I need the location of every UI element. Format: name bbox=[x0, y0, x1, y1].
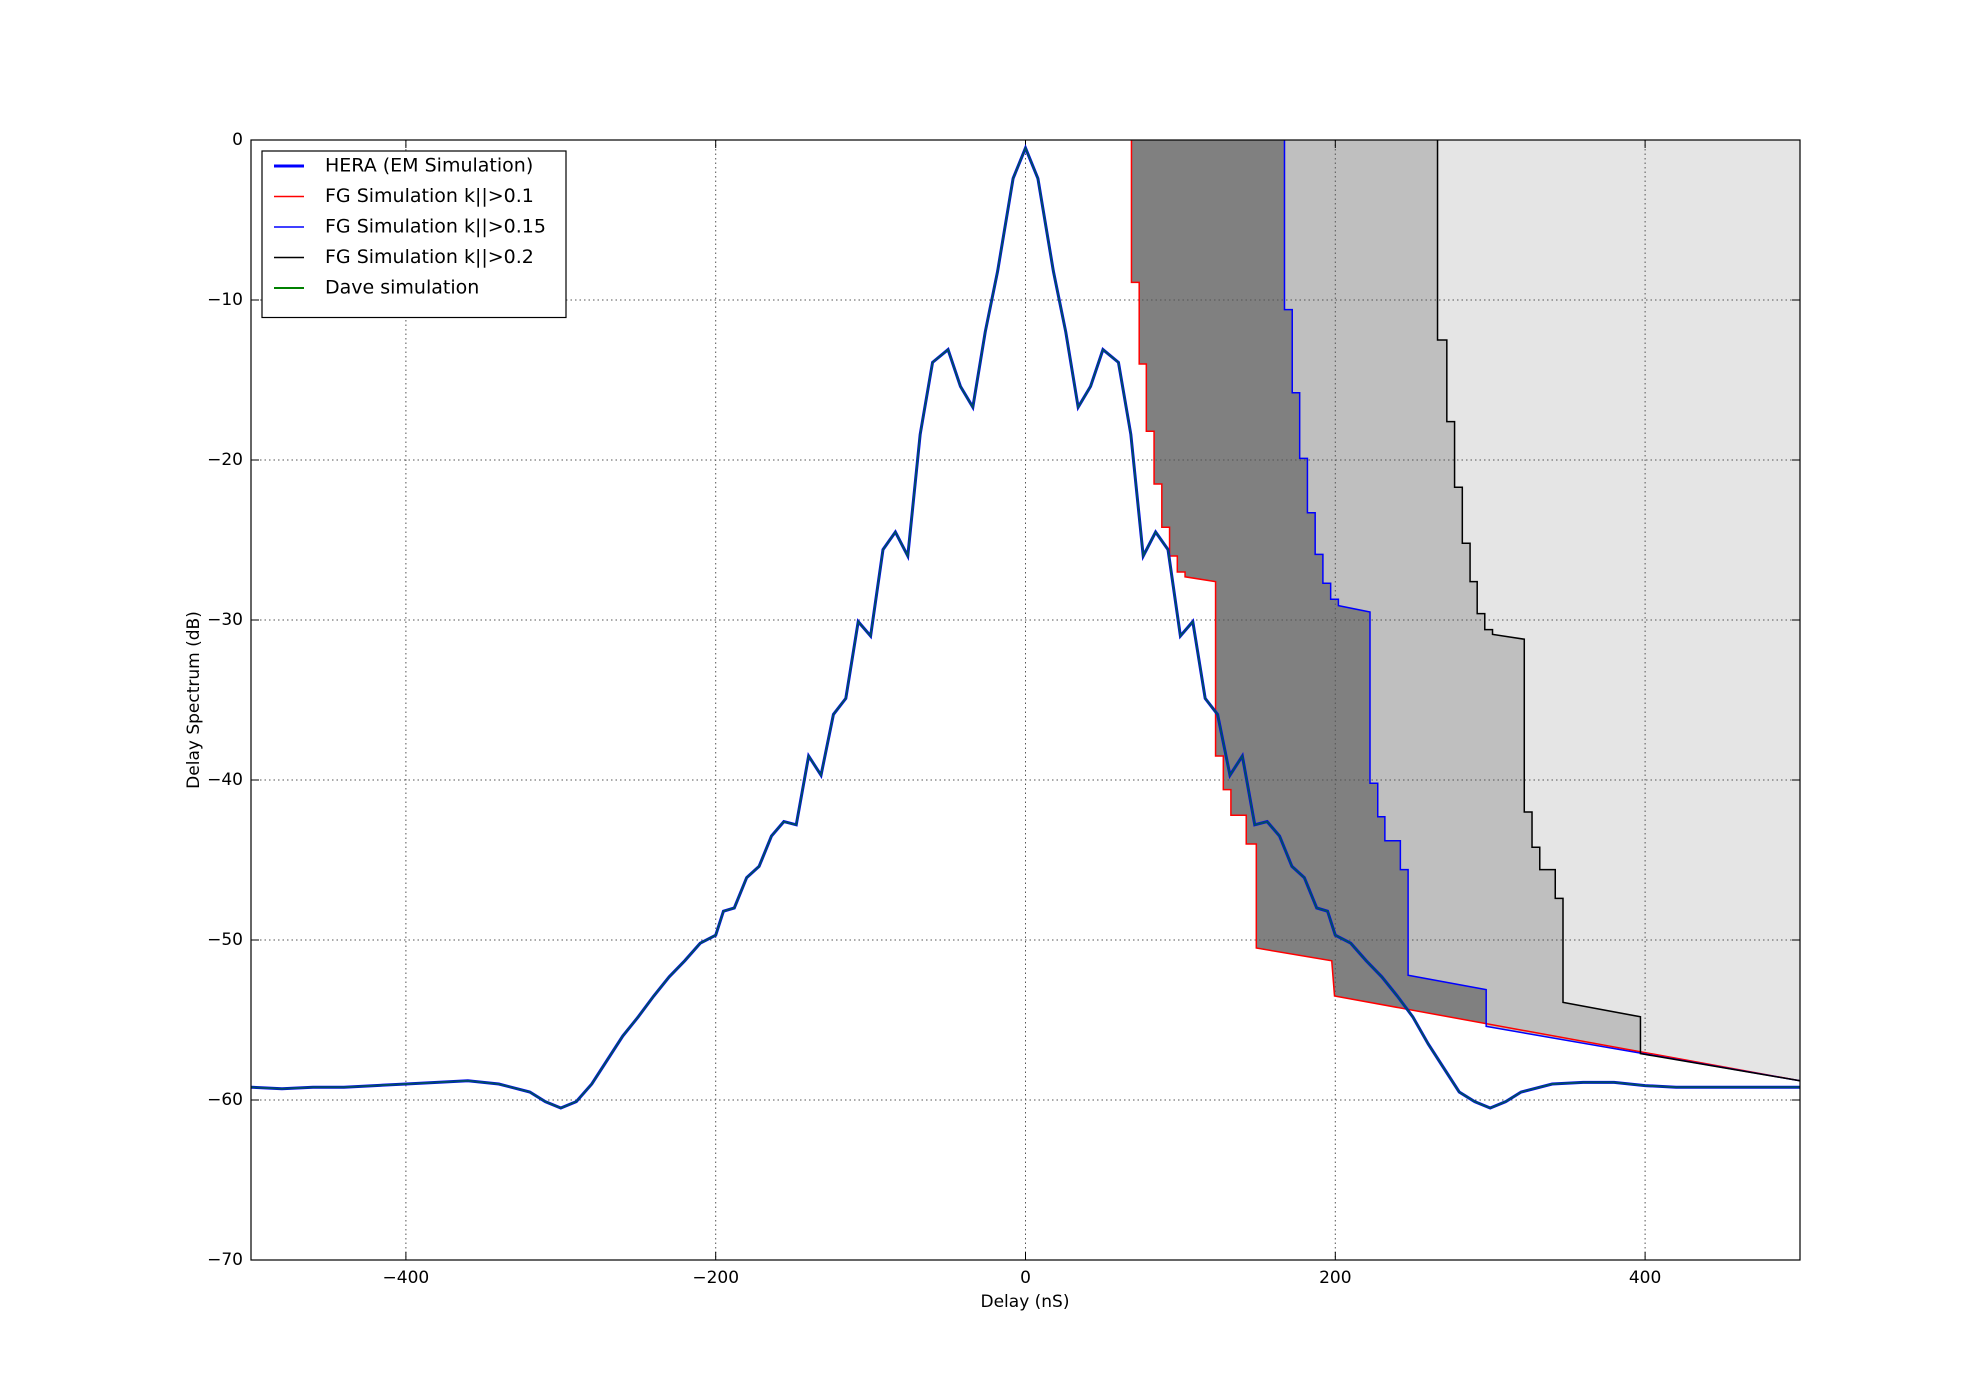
plot-frame bbox=[250, 139, 1801, 1261]
plot-area bbox=[250, 139, 1801, 1261]
y-tick-label: −30 bbox=[207, 610, 243, 630]
y-axis-label: Delay Spectrum (dB) bbox=[184, 611, 204, 789]
x-tick-label: −200 bbox=[692, 1268, 739, 1288]
y-tick-label: 0 bbox=[232, 130, 243, 150]
x-axis-label: Delay (nS) bbox=[981, 1292, 1070, 1312]
legend-label: FG Simulation k||>0.2 bbox=[325, 246, 534, 268]
legend-label: FG Simulation k||>0.15 bbox=[325, 216, 546, 238]
series-line bbox=[251, 145, 1800, 1110]
region-fill bbox=[1437, 140, 1800, 1081]
y-tick-label: −20 bbox=[207, 450, 243, 470]
series-line bbox=[1283, 140, 1800, 1082]
x-tick-label: 0 bbox=[1020, 1268, 1031, 1288]
legend-label: HERA (EM Simulation) bbox=[325, 155, 533, 177]
legend-box bbox=[261, 150, 567, 319]
series-line bbox=[1436, 140, 1800, 1082]
y-tick-label: −50 bbox=[207, 930, 243, 950]
series-line bbox=[1130, 140, 1800, 1082]
x-tick-label: −400 bbox=[383, 1268, 430, 1288]
x-tick-label: 200 bbox=[1319, 1268, 1351, 1288]
x-tick-label: 400 bbox=[1629, 1268, 1661, 1288]
y-tick-label: −70 bbox=[207, 1250, 243, 1270]
legend-label: FG Simulation k||>0.1 bbox=[325, 185, 534, 207]
y-tick-label: −60 bbox=[207, 1090, 243, 1110]
y-tick-label: −10 bbox=[207, 290, 243, 310]
y-tick-label: −40 bbox=[207, 770, 243, 790]
legend-label: Dave simulation bbox=[325, 277, 479, 299]
